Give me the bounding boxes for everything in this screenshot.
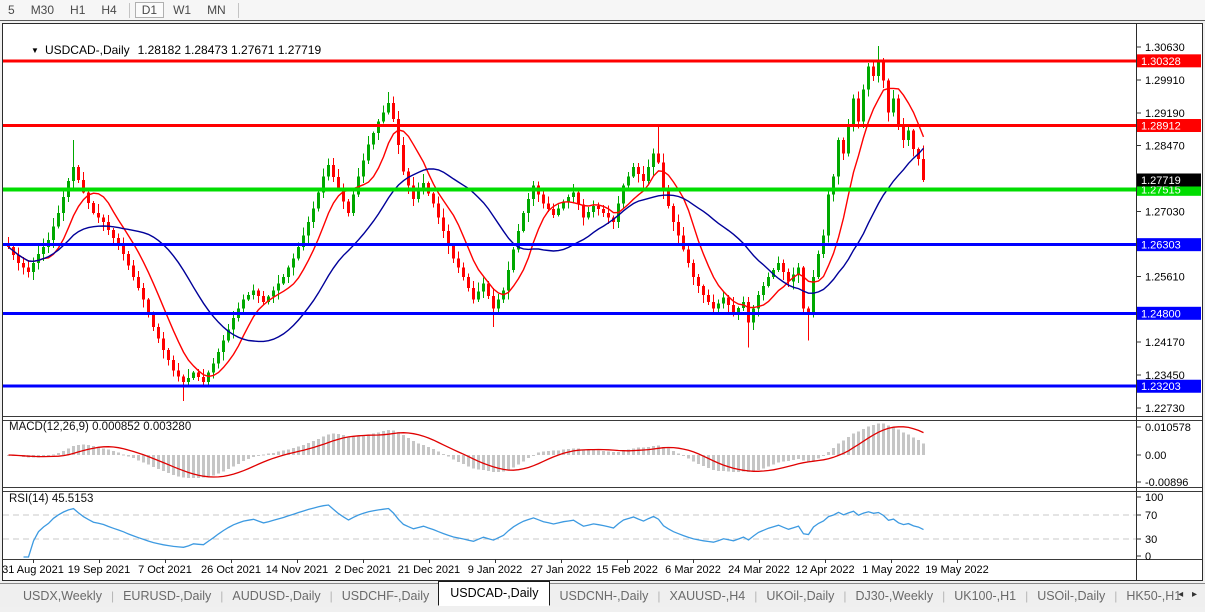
tab-usdcnh-daily[interactable]: USDCNH-,Daily [559, 588, 649, 603]
x-axis-label: 24 Mar 2022 [728, 564, 790, 576]
price-chart-canvas[interactable]: 31 Aug 2021 19 Sep 2021 7 Oct 2021 26 Oct 2… [3, 24, 1202, 580]
chart-quotes: 1.28182 1.28473 1.27671 1.27719 [137, 43, 322, 57]
macd-axis-label: 0.00 [1145, 450, 1166, 462]
y-axis-label: 1.29910 [1145, 75, 1185, 87]
rsi-indicator-label: RSI(14) 45.5153 [9, 493, 94, 505]
timeframe-button-h1[interactable]: H1 [70, 3, 86, 17]
macd-axis-label: -0.00896 [1145, 477, 1188, 489]
tab-ukoil-daily[interactable]: UKOil-,Daily [766, 588, 835, 603]
pane-separators [3, 416, 1202, 560]
x-axis-label: 12 Apr 2022 [795, 564, 854, 576]
chart-dropdown-icon[interactable]: ▼ [31, 46, 39, 55]
level-badge [1137, 238, 1201, 252]
y-axis-label: 1.29190 [1145, 108, 1185, 120]
y-axis-label: 1.30630 [1145, 42, 1185, 54]
rsi-axis-label: 30 [1145, 534, 1157, 546]
chart-symbol-label: USDCAD-,Daily [44, 43, 130, 57]
y-axis-label: 1.25610 [1145, 271, 1185, 283]
level-badge-text: 1.30328 [1141, 56, 1181, 68]
level-badge-text: 1.28912 [1141, 121, 1181, 133]
price-axis: 1.30630 1.29910 1.29190 1.28470 1.27030 1.256… [1136, 24, 1201, 580]
tab-separator: | [754, 588, 758, 603]
toolbar-divider [0, 20, 1205, 21]
x-axis-label: 14 Nov 2021 [266, 564, 328, 576]
y-axis-label: 1.22730 [1145, 403, 1185, 415]
tab-separator: | [329, 588, 333, 603]
x-axis-label: 27 Jan 2022 [531, 564, 592, 576]
x-axis-label: 21 Dec 2021 [398, 564, 460, 576]
current-price-badge [1137, 173, 1201, 187]
y-axis-label: 1.23450 [1145, 370, 1185, 382]
tab-separator: | [110, 588, 115, 603]
level-badge [1137, 379, 1201, 393]
x-axis-label: 19 Sep 2021 [68, 564, 130, 576]
y-axis-label: 1.27030 [1145, 206, 1185, 218]
tab-separator: | [942, 588, 946, 603]
tab-audusd-daily[interactable]: AUDUSD-,Daily [232, 588, 321, 603]
tab-separator: | [1025, 588, 1029, 603]
x-axis-label: 1 May 2022 [862, 564, 919, 576]
macd-indicator-label: MACD(12,26,9) 0.000852 0.003280 [9, 421, 192, 433]
tab-separator: | [843, 588, 847, 603]
chart-title: ▼ USDCAD-,Daily 1.28182 1.28473 1.27671 1.… [11, 29, 321, 71]
timeframe-button-5[interactable]: 5 [8, 3, 15, 17]
x-axis-label: 2 Dec 2021 [335, 564, 391, 576]
tab-separator: | [1114, 588, 1118, 603]
y-axis-label: 1.24170 [1145, 337, 1185, 349]
x-axis-label: 15 Feb 2022 [596, 564, 658, 576]
x-axis-label: 7 Oct 2021 [138, 564, 192, 576]
x-axis-label: 6 Mar 2022 [665, 564, 721, 576]
tab-dj30-weekly[interactable]: DJ30-,Weekly [855, 588, 934, 603]
tab-scroll-arrows[interactable]: ◂ ▸ [1178, 589, 1200, 600]
rsi-pane [3, 514, 1136, 540]
timeframe-button-w1[interactable]: W1 [173, 3, 192, 17]
rsi-axis-label: 100 [1145, 492, 1163, 504]
rsi-axis-label: 0 [1145, 551, 1151, 563]
x-axis-label: 31 Aug 2021 [3, 564, 64, 576]
candles-layer [7, 46, 925, 401]
tab-usdchf-daily[interactable]: USDCHF-,Daily [341, 588, 430, 603]
timeframe-button-mn[interactable]: MN [207, 3, 226, 17]
macd-axis-label: 0.010578 [1145, 422, 1191, 434]
toolbar-separator [128, 2, 130, 18]
rsi-line [23, 504, 924, 558]
tab-xauusd-h4[interactable]: XAUUSD-,H4 [669, 588, 746, 603]
macd-signal-line [8, 426, 924, 478]
chart-tabbar: USDX,Weekly | EURUSD-,Daily | AUDUSD-,Daily |… [0, 581, 1205, 607]
timeframe-button-h4[interactable]: H4 [101, 3, 117, 17]
tab-separator: | [657, 588, 661, 603]
tab-usdcad-daily[interactable]: USDCAD-,Daily [438, 581, 551, 606]
level-badge-text: 1.26303 [1141, 240, 1181, 252]
tab-eurusd-daily[interactable]: EURUSD-,Daily [123, 588, 212, 603]
level-lines [3, 59, 1136, 388]
x-axis-label: 19 May 2022 [925, 564, 989, 576]
current-price-badge-text: 1.27719 [1141, 175, 1181, 187]
ma-fast-line [8, 87, 925, 378]
level-badge-text: 1.24800 [1141, 308, 1181, 320]
timeframe-toolbar: 5 M30 H1 H4 D1 W1 MN [0, 0, 1205, 20]
level-badge [1137, 54, 1201, 68]
chart-window: 31 Aug 2021 19 Sep 2021 7 Oct 2021 26 Oct 2… [2, 23, 1203, 581]
date-axis: 31 Aug 2021 19 Sep 2021 7 Oct 2021 26 Oct 2… [3, 559, 989, 576]
tab-uk100-h1[interactable]: UK100-,H1 [954, 588, 1017, 603]
tab-usoil-daily[interactable]: USOil-,Daily [1037, 588, 1106, 603]
tab-usdx-weekly[interactable]: USDX,Weekly [23, 588, 102, 603]
timeframe-button-d1[interactable]: D1 [134, 2, 165, 18]
rsi-axis-label: 70 [1145, 510, 1157, 522]
x-axis-label: 9 Jan 2022 [468, 564, 522, 576]
level-badge-text: 1.27515 [1141, 184, 1181, 196]
x-axis-label: 26 Oct 2021 [201, 564, 261, 576]
tab-hk50-h1[interactable]: HK50-,H1 [1126, 588, 1182, 603]
tab-separator: | [220, 588, 224, 603]
toolbar-separator [237, 2, 239, 18]
level-badge-text: 1.23203 [1141, 381, 1181, 393]
timeframe-button-m30[interactable]: M30 [30, 3, 55, 17]
ma-slow-line [8, 147, 925, 343]
level-badge [1137, 306, 1201, 320]
y-axis-label: 1.28470 [1145, 141, 1185, 153]
level-badge [1137, 119, 1201, 133]
